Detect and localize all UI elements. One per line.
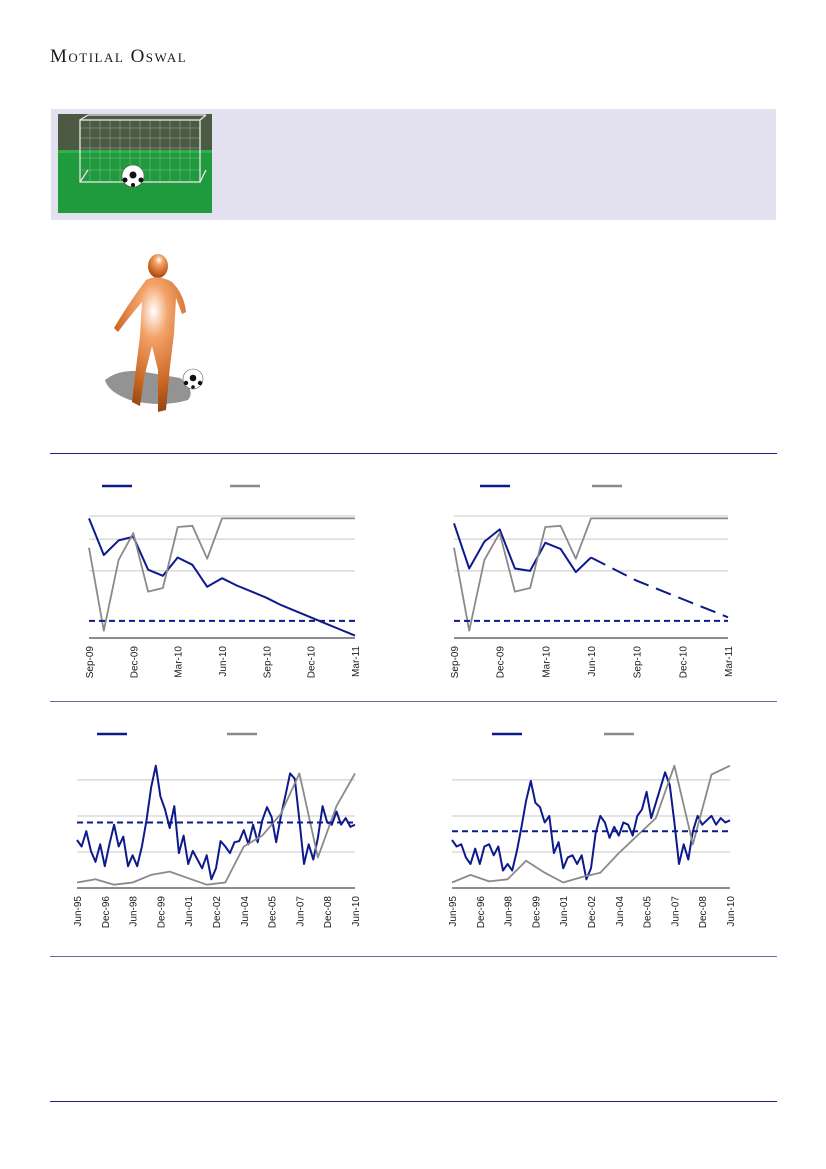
x-tick-label: Jun-95 (448, 896, 459, 927)
x-tick-label: Dec-99 (156, 896, 167, 929)
x-tick-label: Jun-07 (295, 896, 306, 927)
x-tick-label: Dec-96 (476, 896, 487, 929)
x-tick-label: Sep-10 (262, 646, 273, 679)
series-line (453, 522, 592, 574)
x-tick-label: Dec-99 (531, 896, 542, 929)
x-tick-label: Dec-05 (643, 896, 654, 929)
x-tick-label: Jun-10 (351, 896, 362, 927)
soccer-player-image (105, 254, 204, 412)
x-tick-label: Dec-08 (323, 896, 334, 929)
series-line (453, 517, 728, 632)
x-tick-label: Sep-09 (85, 646, 96, 679)
x-tick-label: Dec-09 (129, 646, 140, 679)
chart-bottom-right: Jun-95 Dec-96 Jun-98 Dec-99 Jun-01 Dec-02 Jun-… (448, 732, 737, 929)
chart-top-left: Sep-09 Dec-09 Mar-10 Jun-10 Sep-10 Dec-10 Mar-… (85, 484, 362, 679)
series-line (451, 771, 731, 881)
x-tick-label: Jun-10 (587, 646, 598, 677)
divider-lower (50, 956, 777, 957)
series-line (76, 764, 356, 881)
x-tick-label: Dec-10 (678, 646, 689, 679)
x-tick-label: Dec-10 (307, 646, 318, 679)
x-tick-label: Jun-98 (504, 896, 515, 927)
x-tick-label: Jun-10 (726, 896, 737, 927)
x-tick-label: Mar-10 (174, 646, 185, 678)
x-tick-label: Jun-10 (218, 646, 229, 677)
series-projection-line (590, 556, 729, 619)
x-tick-label: Jun-04 (240, 896, 251, 927)
chart-top-right: Sep-09 Dec-09 Mar-10 Jun-10 Sep-10 Dec-10 Mar-… (450, 484, 735, 679)
x-tick-label: Jun-07 (670, 896, 681, 927)
divider-middle (50, 701, 777, 702)
x-tick-label: Jun-01 (559, 896, 570, 927)
brand-logo-text: Motilal Oswal (50, 46, 188, 67)
x-tick-label: Mar-11 (724, 646, 735, 677)
x-tick-label: Sep-09 (450, 646, 461, 679)
soccer-goal-image (58, 114, 212, 213)
x-tick-label: Dec-96 (101, 896, 112, 929)
x-tick-label: Sep-10 (633, 646, 644, 679)
series-line (88, 517, 355, 632)
x-tick-label: Dec-08 (698, 896, 709, 929)
x-tick-label: Jun-98 (129, 896, 140, 927)
chart-bottom-left: Jun-95 Dec-96 Jun-98 Dec-99 Jun-01 Dec-02 Jun-… (73, 732, 362, 929)
x-tick-label: Jun-95 (73, 896, 84, 927)
divider-top (50, 453, 777, 454)
series-line (88, 518, 356, 637)
series-line (451, 764, 731, 884)
x-tick-label: Dec-09 (496, 646, 507, 679)
x-tick-label: Mar-10 (541, 646, 552, 678)
x-tick-label: Dec-02 (587, 896, 598, 929)
x-tick-label: Dec-02 (212, 896, 223, 929)
x-tick-label: Dec-05 (268, 896, 279, 929)
x-tick-label: Jun-04 (615, 896, 626, 927)
x-tick-label: Jun-01 (184, 896, 195, 927)
series-line (76, 772, 356, 886)
x-tick-label: Mar-11 (351, 646, 362, 677)
divider-footer (50, 1101, 777, 1102)
